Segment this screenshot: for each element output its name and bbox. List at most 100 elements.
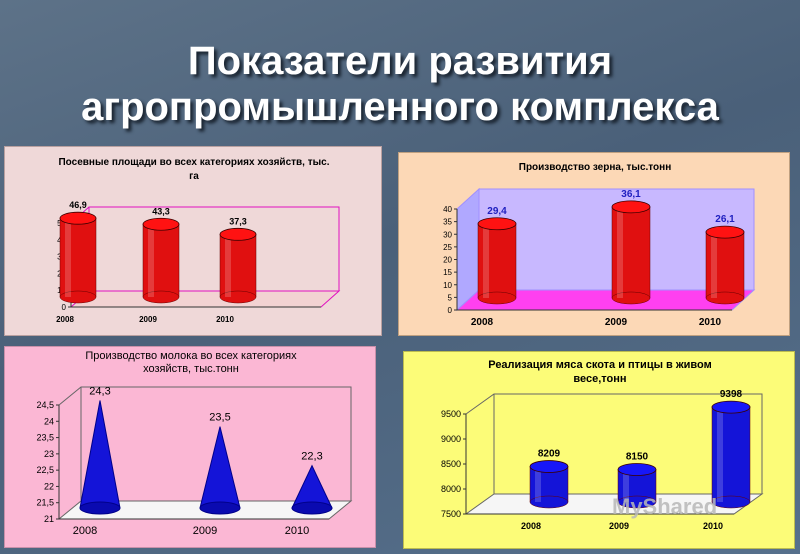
bar-bottom [711, 495, 751, 509]
bar-top [529, 460, 569, 473]
chart-title-line: Реализация мяса скота и птицы в живом [488, 359, 712, 371]
x-category-label: 2009 [193, 525, 217, 537]
x-category-label: 2009 [609, 521, 629, 531]
bar-bottom [617, 495, 657, 509]
bar-body [711, 406, 751, 503]
chart-milk: Производство молока во всех категорияххо… [36, 350, 353, 537]
bar-highlight [717, 407, 723, 502]
chart-panel-milk: Производство молока во всех категориях хо… [4, 346, 376, 548]
bar-value-label: 37,3 [229, 216, 247, 226]
y-tick-label: 7500 [441, 509, 461, 519]
bar-bottom [705, 291, 745, 305]
chart-side-wall [456, 187, 480, 312]
bar-cone-base [79, 501, 121, 515]
bar-highlight [65, 218, 71, 297]
bar-top [477, 217, 517, 231]
y-tick-label: 8000 [441, 484, 461, 494]
chart-grain: Производство зерна, тыс.тонн 0 5 10 15 20 25 30… [443, 162, 756, 328]
bar-highlight [148, 224, 154, 297]
bar-body [219, 234, 257, 298]
x-category-label: 2009 [605, 317, 628, 328]
bar-top [59, 211, 97, 225]
y-tick-label: 20 [443, 256, 452, 265]
y-tick-label: 22,5 [36, 465, 54, 475]
y-tick-label: 25 [443, 243, 452, 252]
bar-highlight [535, 466, 541, 502]
y-tick-label: 0 [62, 303, 67, 312]
bar-value-label: 24,3 [89, 386, 110, 398]
bar-top [617, 463, 657, 476]
bar-value-label: 8209 [538, 449, 561, 460]
y-tick-label: 5 [448, 293, 453, 302]
bar-body [705, 231, 745, 299]
chart-title-line: весе,тонн [573, 373, 626, 385]
chart-meat: Реализация мяса скота и птицы в живом вес… [441, 359, 764, 531]
chart-floor [69, 290, 341, 308]
y-tick-label: 9500 [441, 409, 461, 419]
x-category-label: 2010 [699, 317, 722, 328]
bar-bottom [219, 290, 257, 304]
x-category-label: 2010 [703, 521, 723, 531]
bar-value-label: 46,9 [69, 200, 87, 210]
y-tick-label: 21 [44, 514, 54, 524]
y-tick-label: 23 [44, 449, 54, 459]
chart-panel-meat: Реализация мяса скота и птицы в живом вес… [403, 351, 795, 549]
bar-value-label: 23,5 [209, 412, 230, 424]
page-title-line-1: Показатели развития [187, 39, 613, 83]
chart-frame [58, 386, 352, 501]
bar-value-label: 8150 [626, 452, 649, 463]
y-tick-label: 30 [443, 230, 452, 239]
y-tick-label: 23,5 [36, 433, 54, 443]
x-category-label: 2010 [285, 525, 309, 537]
watermark: MyShared [612, 494, 718, 519]
y-tick-label: 24 [44, 416, 54, 426]
y-tick-label: 0 [448, 306, 453, 315]
chart-title-line: хозяйств, тыс.тонн [143, 363, 239, 375]
y-tick-label: 35 [443, 218, 452, 227]
chart-title-line: Производство молока во всех категориях [85, 350, 297, 362]
bar-value-label: 9398 [720, 389, 743, 400]
chart-panel-sown-area: Посевные площади во всех категориях хозя… [4, 146, 382, 336]
bar-highlight [225, 234, 231, 297]
bar-highlight [617, 206, 623, 298]
bar-highlight [623, 469, 629, 502]
y-tick-label: 15 [443, 268, 452, 277]
bar-top [705, 225, 745, 239]
bar-value-label: 29,4 [487, 206, 507, 217]
bar-bottom [477, 291, 517, 305]
bar-cone [199, 426, 241, 509]
bar-bottom [529, 495, 569, 509]
chart-frame [465, 393, 763, 494]
y-tick-label: 40 [443, 205, 452, 214]
x-category-label: 2009 [139, 315, 157, 324]
bar-bottom [59, 290, 97, 304]
bar-cone-base [291, 501, 333, 515]
bar-top [142, 217, 180, 231]
chart-title-line: Посевные площади во всех категориях хозя… [58, 157, 329, 168]
bar-body [477, 223, 517, 299]
chart-panel-grain: Производство зерна, тыс.тонн 0 5 10 15 20 25 30… [398, 152, 790, 336]
bar-bottom [142, 290, 180, 304]
bar-top [219, 227, 257, 241]
bar-value-label: 36,1 [621, 189, 641, 200]
page-title-line-2: агропромышленного комплекса [81, 85, 719, 129]
x-category-label: 2008 [73, 525, 97, 537]
chart-title-line: Производство зерна, тыс.тонн [519, 162, 672, 173]
y-tick-label: 24,5 [36, 400, 54, 410]
y-tick-label: 22 [44, 481, 54, 491]
x-category-label: 2008 [56, 315, 74, 324]
page-title: Показатели развития агропромышленного ко… [0, 38, 800, 130]
bar-highlight [711, 232, 717, 298]
y-tick-label: 8500 [441, 459, 461, 469]
bar-bottom [611, 291, 651, 305]
bar-value-label: 26,1 [715, 214, 735, 225]
x-category-label: 2010 [216, 315, 234, 324]
bar-cone-base [199, 501, 241, 515]
bar-cone [79, 400, 121, 509]
bar-highlight [483, 223, 489, 298]
bar-value-label: 22,3 [301, 451, 322, 463]
y-tick-label: 21,5 [36, 498, 54, 508]
x-category-label: 2008 [471, 317, 494, 328]
bar-top [711, 400, 751, 414]
bar-top [611, 200, 651, 214]
